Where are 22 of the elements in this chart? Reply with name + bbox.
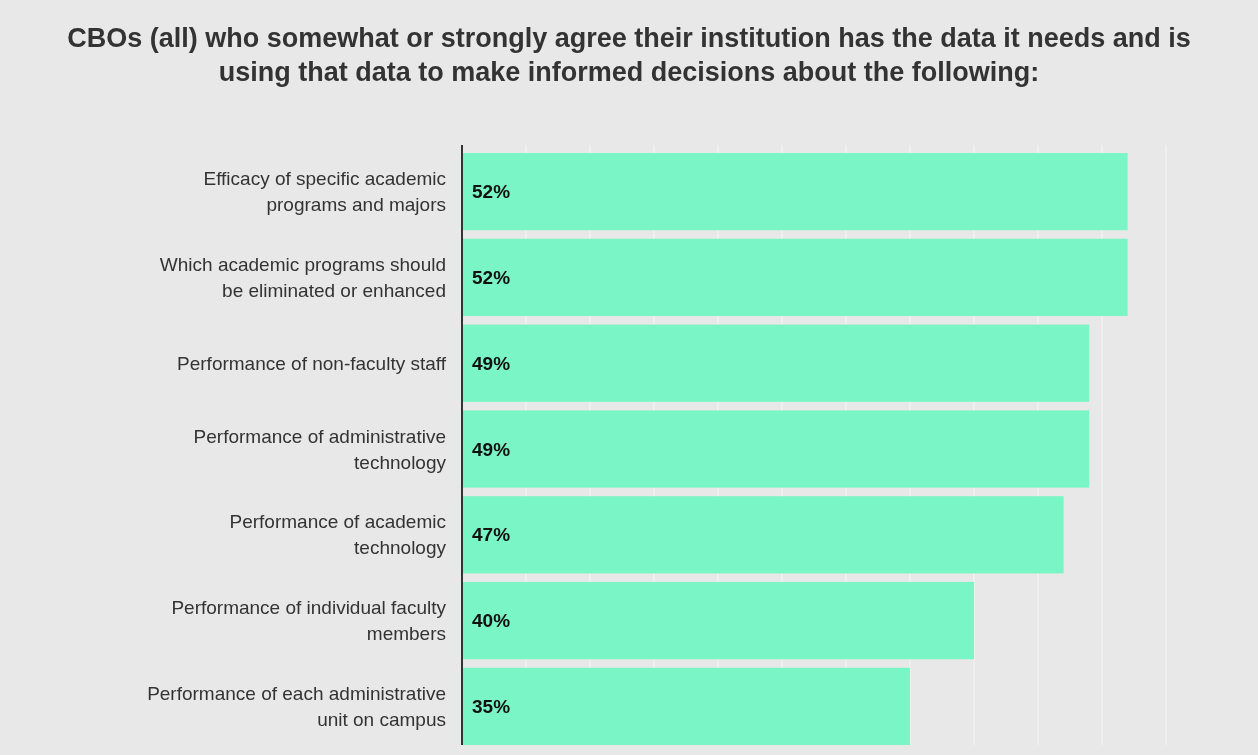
data-label: 52% (472, 267, 511, 289)
y-tick-label: Performance of each administrative unit on campus (147, 683, 446, 731)
y-tick-label: Performance of individual faculty members (171, 597, 447, 645)
data-label: 52% (472, 181, 511, 203)
data-label: 49% (472, 352, 511, 374)
data-label: 49% (472, 438, 511, 460)
bar (462, 324, 1090, 402)
y-tick-label: Performance of non-faculty staff (177, 352, 447, 374)
data-label: 35% (472, 696, 511, 718)
data-label: 47% (472, 524, 511, 546)
y-tick-label: Efficacy of specific academic programs and majors (203, 168, 446, 216)
bar (462, 667, 910, 745)
y-tick-label: Which academic programs should be eliminated or enhanced (159, 254, 446, 302)
bar (462, 153, 1128, 231)
data-label: 40% (472, 610, 511, 632)
y-tick-label: Performance of academic technology (229, 511, 447, 559)
bar (462, 238, 1128, 317)
y-tick-label: Performance of administrative technology (193, 425, 447, 473)
chart-title: CBOs (all) who somewhat or strongly agree their institution has the data it needs and is using that data to make informed decisions about the following: (67, 23, 1191, 87)
bar (462, 410, 1090, 488)
bar (462, 581, 974, 660)
bar (462, 496, 1064, 574)
